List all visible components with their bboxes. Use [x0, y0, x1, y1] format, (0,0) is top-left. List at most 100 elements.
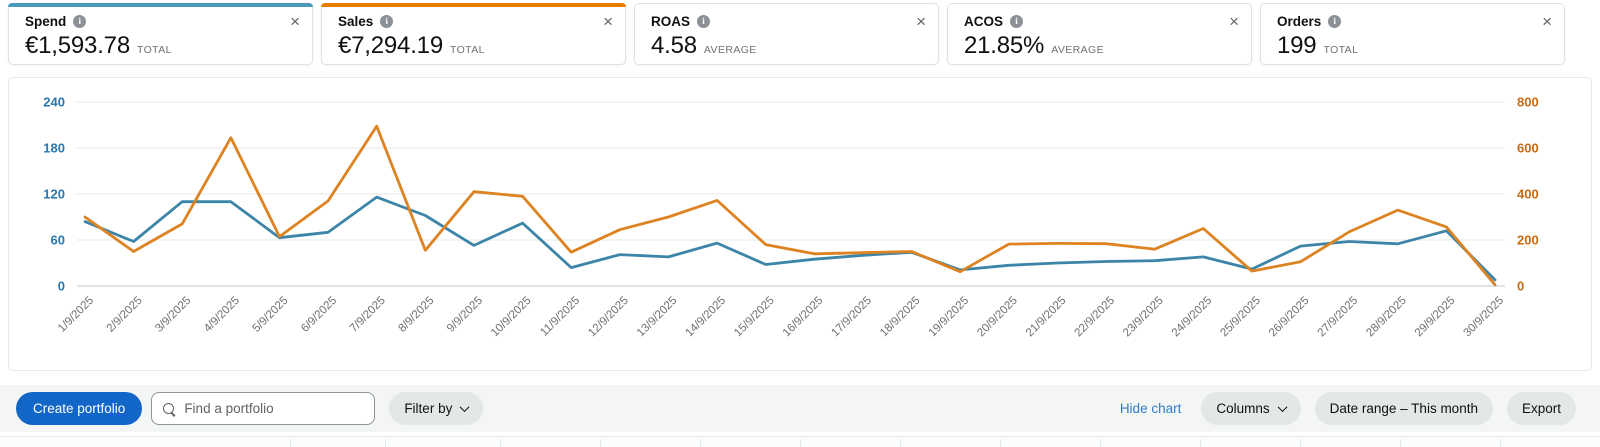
svg-text:30/9/2025: 30/9/2025	[1461, 295, 1506, 340]
metric-label: ROAS	[651, 14, 691, 29]
metric-qualifier: TOTAL	[449, 44, 485, 56]
info-icon[interactable]: i	[1010, 15, 1024, 28]
table-column-separator	[900, 439, 901, 447]
svg-text:26/9/2025: 26/9/2025	[1267, 295, 1312, 340]
svg-text:16/9/2025: 16/9/2025	[781, 295, 826, 340]
svg-text:0: 0	[58, 279, 65, 294]
info-icon[interactable]: i	[1328, 15, 1342, 28]
svg-text:18/9/2025: 18/9/2025	[878, 295, 923, 340]
svg-text:3/9/2025: 3/9/2025	[153, 295, 193, 335]
svg-text:23/9/2025: 23/9/2025	[1121, 295, 1166, 340]
table-column-separator	[800, 439, 801, 447]
metric-card-spend[interactable]: Spend i × €1,593.78 TOTAL	[8, 3, 313, 65]
close-icon[interactable]: ×	[916, 11, 926, 31]
portfolio-toolbar: Create portfolio Filter by Hide chart Co…	[0, 385, 1600, 432]
metrics-chart-panel: 0 60 120 180 240 0 200 400 600 800 1/9/2025 2/9/202…	[8, 77, 1592, 371]
svg-text:15/9/2025: 15/9/2025	[732, 295, 777, 340]
metric-card-sales[interactable]: Sales i × €7,294.19 TOTAL	[321, 3, 626, 65]
metric-label: Sales	[338, 14, 374, 29]
metric-value: €1,593.78	[25, 32, 130, 59]
metric-card-acos[interactable]: ACOS i × 21.85% AVERAGE	[947, 3, 1252, 65]
info-icon[interactable]: i	[73, 15, 87, 28]
svg-text:25/9/2025: 25/9/2025	[1218, 295, 1263, 340]
svg-text:5/9/2025: 5/9/2025	[250, 295, 290, 335]
info-icon[interactable]: i	[697, 15, 711, 28]
svg-text:180: 180	[43, 141, 65, 156]
chevron-down-icon	[459, 402, 470, 413]
metric-card-roas[interactable]: ROAS i × 4.58 AVERAGE	[634, 3, 939, 65]
svg-text:400: 400	[1517, 187, 1539, 202]
table-column-separator	[385, 439, 386, 447]
table-column-separator	[700, 439, 701, 447]
svg-text:6/9/2025: 6/9/2025	[299, 295, 339, 335]
svg-text:12/9/2025: 12/9/2025	[586, 295, 631, 340]
search-input[interactable]	[184, 401, 365, 416]
svg-text:7/9/2025: 7/9/2025	[348, 295, 388, 335]
table-column-separator	[1300, 439, 1301, 447]
close-icon[interactable]: ×	[1229, 11, 1239, 31]
export-button[interactable]: Export	[1506, 392, 1576, 425]
svg-text:17/9/2025: 17/9/2025	[829, 295, 874, 340]
table-column-separator	[1100, 439, 1101, 447]
svg-text:9/9/2025: 9/9/2025	[445, 295, 485, 335]
metric-card-orders[interactable]: Orders i × 199 TOTAL	[1260, 3, 1565, 65]
metric-cards-row: Spend i × €1,593.78 TOTAL Sales i × €7,2…	[0, 0, 1600, 65]
svg-text:29/9/2025: 29/9/2025	[1413, 295, 1458, 340]
svg-text:22/9/2025: 22/9/2025	[1072, 295, 1117, 340]
svg-text:28/9/2025: 28/9/2025	[1364, 295, 1409, 340]
portfolio-table-header-strip	[0, 436, 1600, 447]
create-portfolio-button[interactable]: Create portfolio	[16, 392, 143, 425]
hide-chart-link[interactable]: Hide chart	[1119, 401, 1182, 416]
svg-text:0: 0	[1517, 279, 1524, 294]
svg-text:14/9/2025: 14/9/2025	[684, 295, 729, 340]
table-column-separator	[500, 439, 501, 447]
table-column-separator	[1500, 439, 1501, 447]
table-column-separator	[290, 439, 291, 447]
metric-value: 21.85%	[964, 32, 1045, 59]
close-icon[interactable]: ×	[290, 11, 300, 31]
metric-qualifier: TOTAL	[136, 44, 172, 56]
svg-text:600: 600	[1517, 141, 1539, 156]
svg-text:2/9/2025: 2/9/2025	[105, 295, 145, 335]
svg-text:20/9/2025: 20/9/2025	[975, 295, 1020, 340]
metric-label: Spend	[25, 14, 67, 29]
filter-by-button[interactable]: Filter by	[389, 392, 484, 425]
svg-text:27/9/2025: 27/9/2025	[1316, 295, 1361, 340]
svg-text:800: 800	[1517, 95, 1539, 110]
chevron-down-icon	[1277, 402, 1288, 413]
svg-text:200: 200	[1517, 233, 1539, 248]
close-icon[interactable]: ×	[603, 11, 613, 31]
table-column-separator	[1400, 439, 1401, 447]
metric-label: Orders	[1277, 14, 1322, 29]
search-icon	[162, 402, 176, 416]
svg-text:24/9/2025: 24/9/2025	[1170, 295, 1215, 340]
table-column-separator	[1000, 439, 1001, 447]
metric-value: 4.58	[651, 32, 697, 59]
svg-text:240: 240	[43, 95, 65, 110]
metric-qualifier: AVERAGE	[1051, 44, 1104, 56]
portfolio-search-box[interactable]	[151, 392, 376, 425]
svg-text:19/9/2025: 19/9/2025	[927, 295, 972, 340]
spend-accent-bar	[8, 3, 313, 7]
metric-label: ACOS	[964, 14, 1004, 29]
svg-text:13/9/2025: 13/9/2025	[635, 295, 680, 340]
date-range-button[interactable]: Date range – This month	[1314, 392, 1493, 425]
info-icon[interactable]: i	[380, 15, 394, 28]
close-icon[interactable]: ×	[1542, 11, 1552, 31]
svg-text:8/9/2025: 8/9/2025	[396, 295, 436, 335]
svg-text:60: 60	[51, 233, 65, 248]
metric-qualifier: AVERAGE	[703, 44, 757, 56]
columns-button[interactable]: Columns	[1201, 392, 1301, 425]
svg-text:4/9/2025: 4/9/2025	[202, 295, 242, 335]
metric-value: 199	[1277, 32, 1317, 59]
svg-text:21/9/2025: 21/9/2025	[1024, 295, 1069, 340]
table-column-separator	[1200, 439, 1201, 447]
svg-text:11/9/2025: 11/9/2025	[538, 295, 582, 339]
svg-text:10/9/2025: 10/9/2025	[489, 295, 534, 340]
svg-text:120: 120	[43, 187, 65, 202]
metrics-line-chart[interactable]: 0 60 120 180 240 0 200 400 600 800 1/9/2025 2/9/202…	[9, 78, 1591, 370]
sales-accent-bar	[321, 3, 626, 7]
table-column-separator	[600, 439, 601, 447]
metric-qualifier: TOTAL	[1323, 44, 1359, 56]
svg-text:1/9/2025: 1/9/2025	[56, 295, 96, 335]
